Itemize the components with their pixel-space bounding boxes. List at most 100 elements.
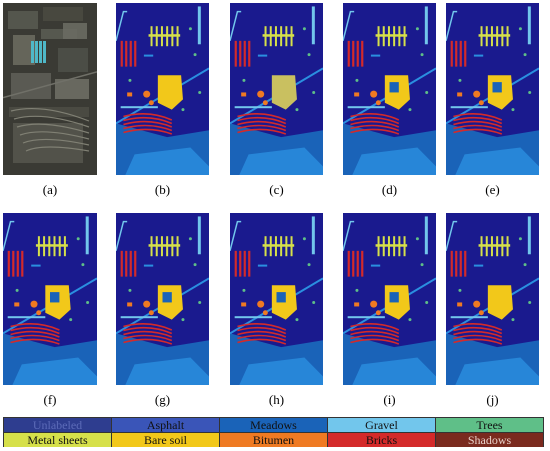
metal-sheets: [506, 236, 509, 257]
trees-patch: [415, 27, 419, 31]
bricks-row: [10, 326, 60, 335]
trees-patch: [193, 53, 197, 57]
bricks-bar: [243, 40, 246, 67]
metal-sheets: [155, 236, 158, 257]
metal-sheets: [393, 236, 396, 257]
classification-map: [446, 3, 539, 175]
metal-sheets: [148, 244, 181, 247]
bricks-row: [10, 334, 60, 342]
meadows-region: [352, 357, 436, 385]
metal-sheets: [269, 236, 272, 257]
metal-sheets: [155, 26, 158, 47]
metal-sheets: [387, 236, 390, 257]
metal-sheets: [166, 26, 169, 47]
legend-item: Bitumen: [220, 433, 328, 447]
bitumen-patch: [354, 302, 360, 307]
legend-row-1: Unlabeled Asphalt Meadows Gravel Trees: [4, 418, 543, 432]
trees-patch: [420, 53, 424, 57]
trees-patch: [312, 90, 316, 94]
trees-patch: [528, 300, 532, 304]
meadows-region: [352, 147, 436, 175]
gravel-strip: [197, 6, 201, 45]
gravel-line: [234, 106, 272, 109]
classification-map: [343, 3, 436, 175]
trees-patch: [415, 237, 419, 241]
meadows-region: [12, 357, 97, 385]
bitumen-patch: [370, 90, 378, 98]
bricks-row: [123, 330, 173, 338]
bitumen-patch: [457, 92, 463, 97]
bricks-row: [237, 124, 287, 132]
legend-item: Bricks: [328, 433, 436, 447]
bare-soil-region: [487, 285, 513, 320]
bitumen-patch: [370, 300, 378, 308]
trees-patch: [355, 288, 359, 292]
bricks-bar: [12, 250, 15, 277]
metal-sheets: [269, 26, 272, 47]
bricks-row: [10, 330, 60, 338]
classification-map-g: [116, 213, 209, 385]
metal-sheets: [264, 236, 267, 257]
gravel-strip: [311, 216, 315, 255]
trees-patch: [198, 90, 202, 94]
bricks-bar: [248, 250, 251, 277]
gravel-strip: [527, 6, 531, 45]
metal-sheets: [377, 236, 380, 257]
trees-patch: [528, 90, 532, 94]
bitumen-patch: [36, 310, 42, 316]
photo-roof: [39, 41, 42, 63]
bricks-bar: [239, 250, 242, 277]
photo-building: [13, 35, 35, 65]
trees-patch: [242, 288, 246, 292]
gravel-path: [343, 10, 355, 42]
photo-road: [19, 131, 90, 140]
metal-sheets: [264, 26, 267, 47]
bricks-row: [237, 128, 287, 135]
panel-caption: (h): [268, 392, 285, 407]
asphalt-strip: [473, 264, 484, 267]
bitumen-patch: [473, 90, 481, 98]
panel-caption: (a): [42, 182, 58, 197]
bitumen-patch: [14, 302, 20, 307]
trees-patch: [425, 90, 429, 94]
metal-sheets: [496, 26, 499, 47]
metal-sheets: [48, 236, 51, 257]
photo-building: [63, 23, 87, 39]
meadows-region: [239, 357, 323, 385]
meadows-patch: [389, 292, 399, 303]
bricks-row: [123, 334, 173, 342]
panel-caption: (c): [269, 182, 284, 197]
bricks-row: [237, 120, 287, 128]
metal-sheets: [403, 26, 406, 47]
bricks-row: [10, 322, 60, 331]
metal-sheets: [382, 236, 385, 257]
trees-patch: [188, 27, 192, 31]
metal-sheets: [37, 236, 40, 257]
bricks-row: [453, 330, 503, 338]
trees-patch: [518, 237, 522, 241]
metal-sheets: [274, 236, 277, 257]
gravel-line: [7, 316, 46, 319]
meadows-region: [455, 147, 539, 175]
trees-patch: [76, 237, 80, 241]
metal-sheets: [480, 26, 483, 47]
bitumen-patch: [354, 92, 360, 97]
bare-soil-region: [271, 75, 297, 110]
bricks-row: [350, 128, 400, 135]
panel-caption: (j): [486, 392, 499, 407]
photo-road: [13, 115, 90, 128]
bricks-bar: [134, 250, 137, 277]
trees-patch: [420, 263, 424, 267]
bricks-row: [453, 116, 503, 125]
classification-map: [230, 213, 323, 385]
metal-sheets: [171, 26, 174, 47]
gravel-line: [120, 106, 158, 109]
trees-patch: [128, 78, 132, 82]
trees-patch: [511, 108, 515, 112]
metal-sheets: [490, 236, 493, 257]
bricks-row: [453, 334, 503, 342]
metal-sheets: [501, 26, 504, 47]
bricks-bar: [361, 40, 364, 67]
metal-sheets: [393, 26, 396, 47]
metal-sheets: [176, 236, 179, 257]
